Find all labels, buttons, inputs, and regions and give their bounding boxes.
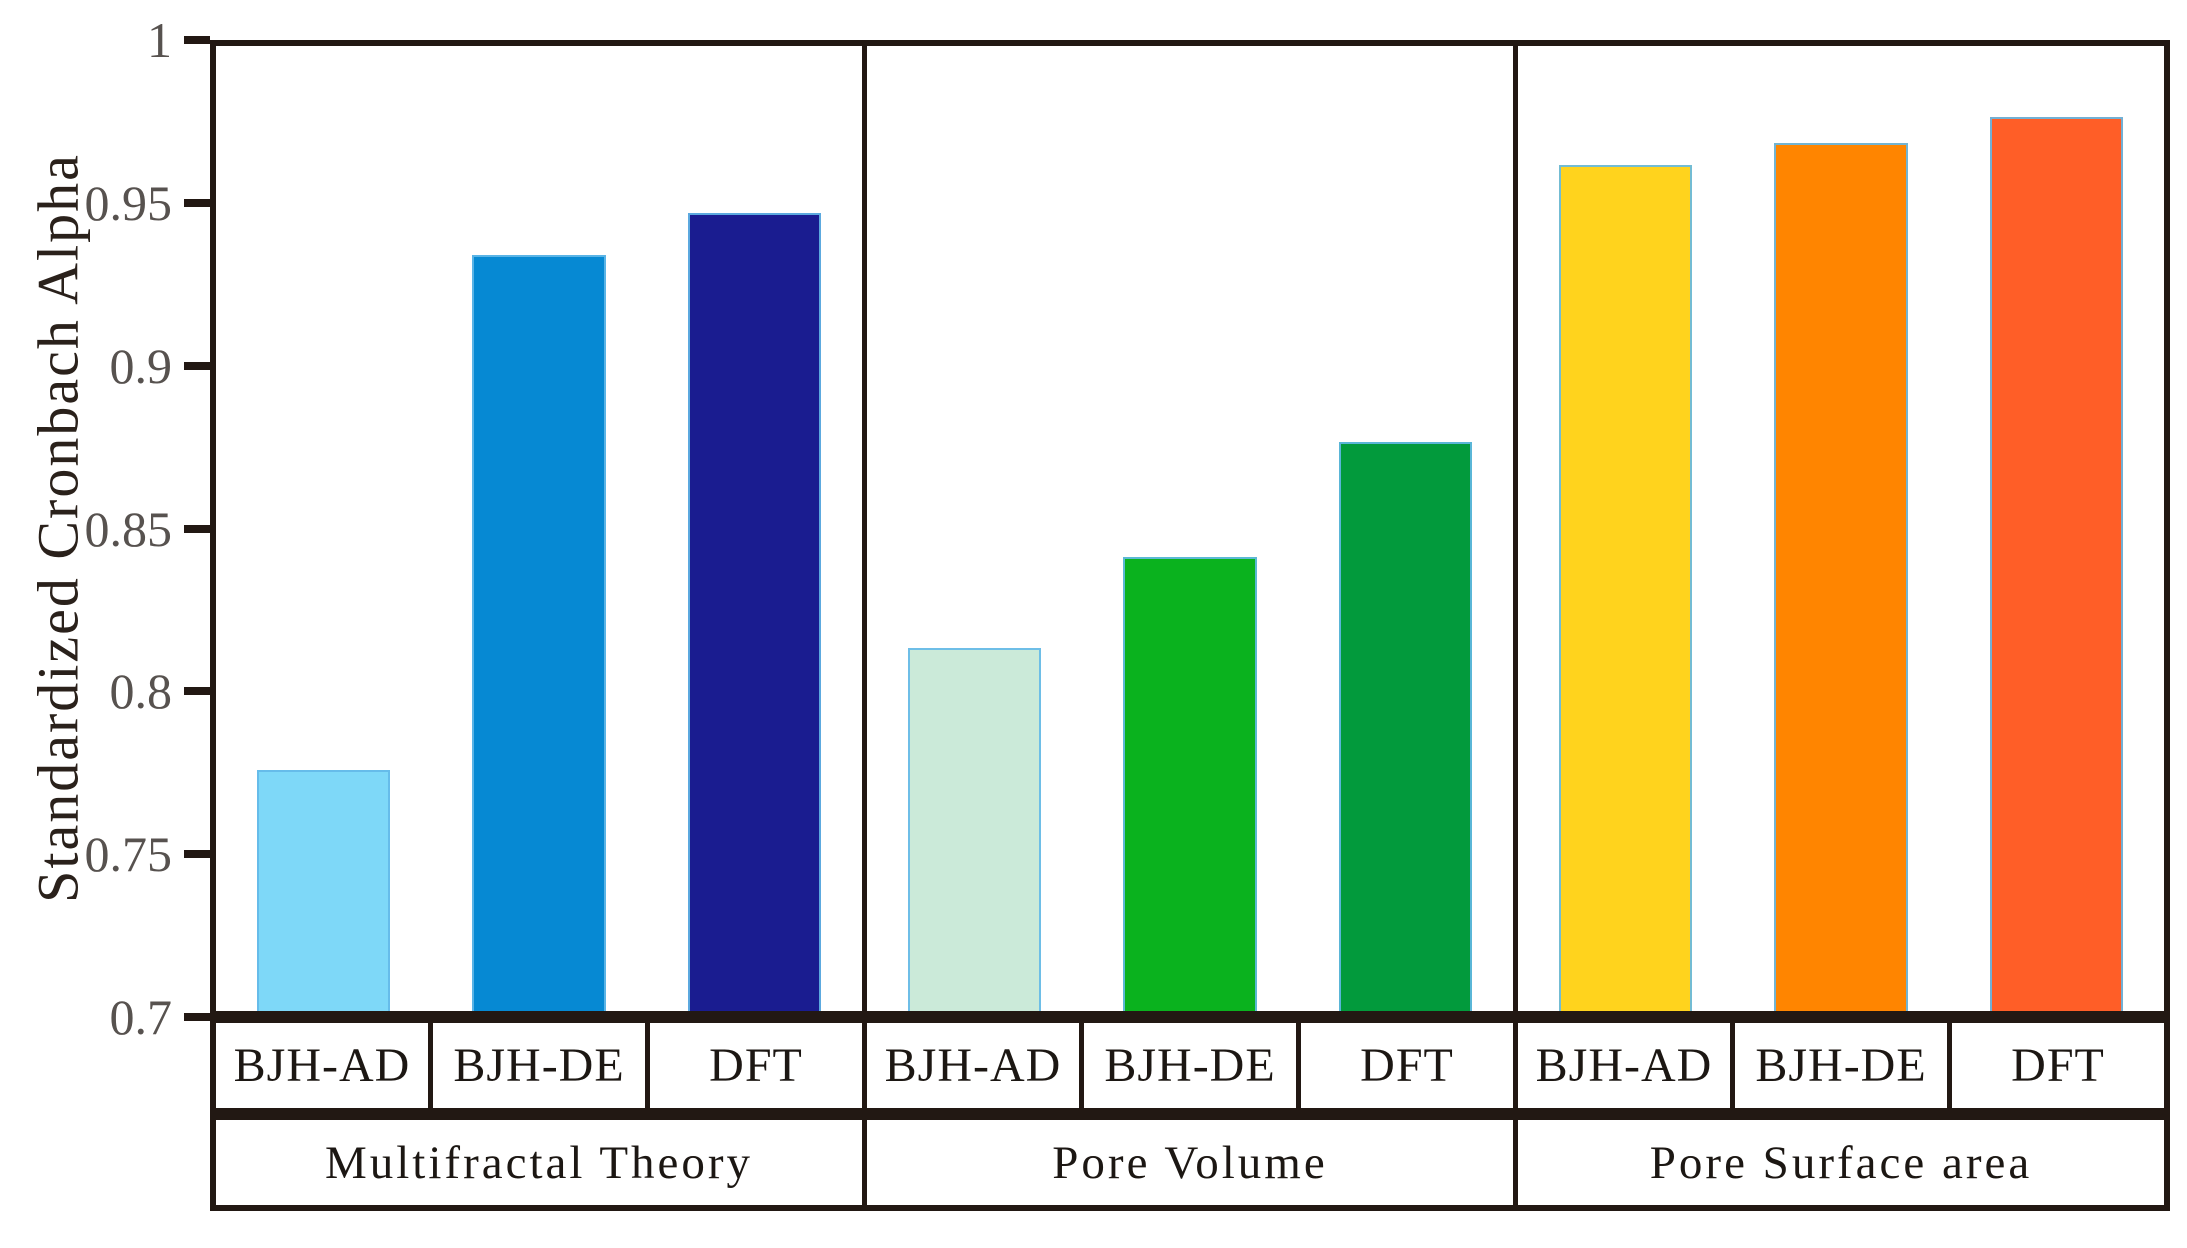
panel-2 bbox=[862, 46, 1513, 1011]
method-label-cell: BJH-AD bbox=[1513, 1023, 1730, 1108]
bar-pore-surface-area-dft bbox=[1989, 116, 2124, 1011]
bar-slot bbox=[867, 46, 1082, 1011]
y-tick-label: 0.8 bbox=[109, 663, 173, 720]
bar-pore-volume-bjh-ad bbox=[907, 647, 1042, 1011]
y-tick-mark bbox=[184, 198, 210, 207]
group-label-cell: Pore Volume bbox=[862, 1120, 1513, 1205]
y-tick-mark bbox=[184, 687, 210, 696]
method-label-row: BJH-AD BJH-DE DFT BJH-AD BJH-DE DFT BJH-AD BJH-… bbox=[210, 1017, 2170, 1114]
y-tick-mark bbox=[184, 36, 210, 44]
method-label-cell: BJH-AD bbox=[233, 1039, 411, 1092]
group-label-cell: Pore Surface area bbox=[1513, 1120, 2164, 1205]
bar-slot bbox=[647, 46, 862, 1011]
bar-pore-volume-bjh-de bbox=[1123, 557, 1257, 1011]
bar-slot bbox=[1082, 46, 1297, 1011]
method-label-cell: BJH-DE bbox=[1730, 1023, 1947, 1108]
method-label-cell: BJH-DE bbox=[1079, 1023, 1296, 1108]
bar-slot bbox=[1298, 46, 1513, 1011]
bar-slot bbox=[1949, 46, 2164, 1011]
y-tick-label: 0.75 bbox=[84, 826, 173, 883]
panel-1 bbox=[216, 46, 862, 1011]
group-label-cell: Multifractal Theory bbox=[324, 1136, 754, 1189]
bar-multifractal-theory-bjh-de bbox=[472, 255, 606, 1011]
bar-multifractal-theory-dft bbox=[687, 213, 822, 1011]
bar-multifractal-theory-bjh-ad bbox=[256, 769, 391, 1011]
method-label-cell: DFT bbox=[1947, 1023, 2164, 1108]
bar-slot bbox=[1733, 46, 1948, 1011]
bar-slot bbox=[431, 46, 646, 1011]
panel-3 bbox=[1513, 46, 2164, 1011]
plot-area bbox=[210, 40, 2170, 1017]
y-tick-label: 0.7 bbox=[109, 989, 173, 1045]
y-tick-mark bbox=[184, 850, 210, 859]
bar-slot bbox=[216, 46, 431, 1011]
y-tick-mark bbox=[184, 524, 210, 533]
method-label-cell: DFT bbox=[1296, 1023, 1513, 1108]
bar-pore-surface-area-bjh-de bbox=[1774, 142, 1908, 1011]
method-label-cell: BJH-DE bbox=[428, 1023, 645, 1108]
bar-slot bbox=[1518, 46, 1733, 1011]
method-label-cell: DFT bbox=[645, 1023, 862, 1108]
y-tick-label: 0.95 bbox=[84, 174, 173, 231]
group-label-row: Multifractal Theory Pore Volume Pore Surfa… bbox=[210, 1114, 2170, 1211]
y-tick-mark bbox=[184, 1013, 210, 1021]
y-tick-mark bbox=[184, 361, 210, 370]
y-tick-label: 0.9 bbox=[109, 337, 173, 394]
y-tick-label: 1 bbox=[147, 12, 172, 68]
y-tick-label: 0.85 bbox=[84, 500, 173, 557]
bar-pore-surface-area-bjh-ad bbox=[1558, 165, 1693, 1011]
method-label-cell: BJH-AD bbox=[862, 1023, 1079, 1108]
bar-pore-volume-dft bbox=[1338, 441, 1473, 1011]
